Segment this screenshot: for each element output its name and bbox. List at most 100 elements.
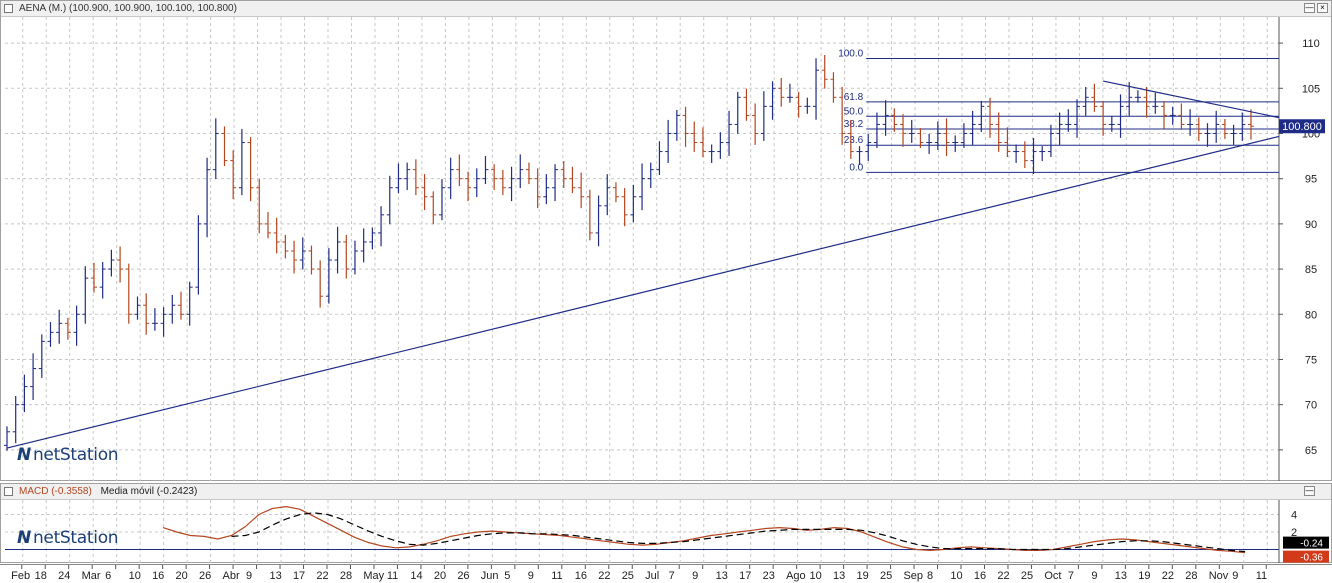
ohlc-bar	[847, 119, 854, 159]
trendline	[1102, 80, 1280, 119]
ohlc-bar	[569, 166, 576, 194]
x-tick-label: 19	[857, 570, 869, 582]
ohlc-bar	[186, 281, 193, 326]
ohlc-bar	[543, 174, 550, 205]
ohlc-bar	[908, 119, 915, 143]
ohlc-bar	[804, 97, 811, 114]
ohlc-bar	[560, 160, 567, 189]
macd-panel: MACD (-0.3558) Media móvil (-0.2423) — 2…	[0, 483, 1332, 563]
y-tick-label: 80	[1305, 309, 1317, 321]
ohlc-bar	[813, 58, 820, 120]
ohlc-bar	[604, 174, 611, 216]
fib-label: 50.0	[844, 106, 864, 117]
ohlc-bar	[726, 110, 733, 156]
fib-label: 23.6	[844, 135, 864, 146]
ohlc-bar	[795, 91, 802, 118]
x-tick-label: 22	[316, 570, 328, 582]
ohlc-bar	[699, 127, 706, 157]
ohlc-bar	[1195, 117, 1202, 141]
ohlc-bar	[691, 121, 698, 152]
x-tick-label: 25	[622, 570, 634, 582]
ohlc-bar	[308, 245, 315, 275]
ohlc-bar	[1169, 106, 1176, 125]
x-tick-label: 23	[763, 570, 775, 582]
macd-panel-menu-icon[interactable]	[4, 487, 13, 496]
ohlc-bar	[264, 211, 271, 239]
ohlc-bar	[769, 81, 776, 120]
ohlc-bar	[969, 110, 976, 145]
x-tick-label: Nov	[1209, 570, 1229, 582]
macd-chart[interactable]: 2 4 -0.24 -0.36	[1, 500, 1331, 563]
y-tick-label: 65	[1305, 445, 1317, 457]
ohlc-bar	[1108, 115, 1115, 132]
ohlc-bar	[639, 163, 646, 211]
ohlc-bar	[47, 322, 54, 347]
ohlc-bar	[212, 118, 219, 180]
ohlc-bar	[586, 189, 593, 241]
x-tick-label: 16	[575, 570, 587, 582]
ohlc-bar	[430, 191, 437, 225]
x-tick-label: Abr	[223, 570, 240, 582]
ohlc-bar	[1134, 90, 1141, 103]
x-tick-label: 24	[58, 570, 70, 582]
macd-line	[162, 505, 1246, 554]
ohlc-bar	[656, 141, 663, 176]
ohlc-bar	[1187, 109, 1194, 136]
ohlc-bar	[882, 100, 889, 136]
ohlc-bar	[891, 108, 898, 132]
ohlc-bar	[465, 171, 472, 202]
ohlc-bar	[900, 114, 907, 147]
x-tick-label: 14	[410, 570, 422, 582]
x-tick-label: 17	[293, 570, 305, 582]
macd-minimize-button[interactable]: —	[1304, 486, 1315, 496]
macd-label: MACD (-0.3558)	[19, 486, 92, 497]
last-price-label: 100.800	[1282, 121, 1322, 133]
ohlc-bar	[378, 206, 385, 247]
ohlc-bar	[386, 175, 393, 225]
ohlc-bar	[482, 156, 489, 185]
netstation-logo-macd-icon: N	[17, 528, 31, 548]
ohlc-bar	[56, 309, 63, 344]
x-tick-label: Feb	[11, 570, 30, 582]
ma-value-tag	[1283, 536, 1329, 549]
ohlc-bar	[534, 168, 541, 209]
ohlc-bar	[1152, 92, 1159, 114]
ohlc-bar	[1230, 124, 1237, 145]
last-price-tag	[1279, 119, 1325, 134]
ohlc-bar	[108, 249, 115, 277]
ohlc-bar	[525, 162, 532, 185]
ohlc-bar	[64, 317, 71, 340]
ohlc-bar	[917, 128, 924, 148]
ohlc-bar	[760, 91, 767, 141]
ohlc-bar	[578, 172, 585, 209]
y-tick-label: 95	[1305, 174, 1317, 186]
ohlc-bar	[517, 154, 524, 189]
ohlc-bar	[499, 170, 506, 196]
netstation-logo-icon: N	[17, 445, 31, 465]
minimize-button[interactable]: —	[1304, 3, 1315, 13]
ohlc-bar	[1117, 94, 1124, 138]
ohlc-bar	[821, 55, 828, 89]
x-tick-label: 9	[246, 570, 252, 582]
ohlc-bar	[395, 163, 402, 194]
x-tick-label: 22	[598, 570, 610, 582]
x-tick-label: 7	[669, 570, 675, 582]
x-tick-label: 5	[504, 570, 510, 582]
close-button[interactable]: ×	[1317, 3, 1328, 13]
netstation-logo-macd-text: netStation	[32, 528, 119, 548]
price-chart[interactable]: 65707580859095100105110100.061.850.038.2…	[1, 17, 1331, 481]
ohlc-bar	[421, 174, 428, 211]
ohlc-bar	[412, 159, 419, 196]
ohlc-bar	[317, 260, 324, 308]
x-tick-label: 25	[1021, 570, 1033, 582]
ohlc-bar	[552, 164, 559, 202]
ohlc-bar	[247, 137, 254, 202]
ohlc-bar	[1143, 87, 1150, 118]
panel-menu-icon[interactable]	[4, 4, 13, 13]
ohlc-bar	[612, 182, 619, 203]
x-tick-label: 9	[528, 570, 534, 582]
y-tick-label: 75	[1305, 354, 1317, 366]
fib-label: 0.0	[849, 162, 863, 173]
x-tick-label: 28	[1185, 570, 1197, 582]
